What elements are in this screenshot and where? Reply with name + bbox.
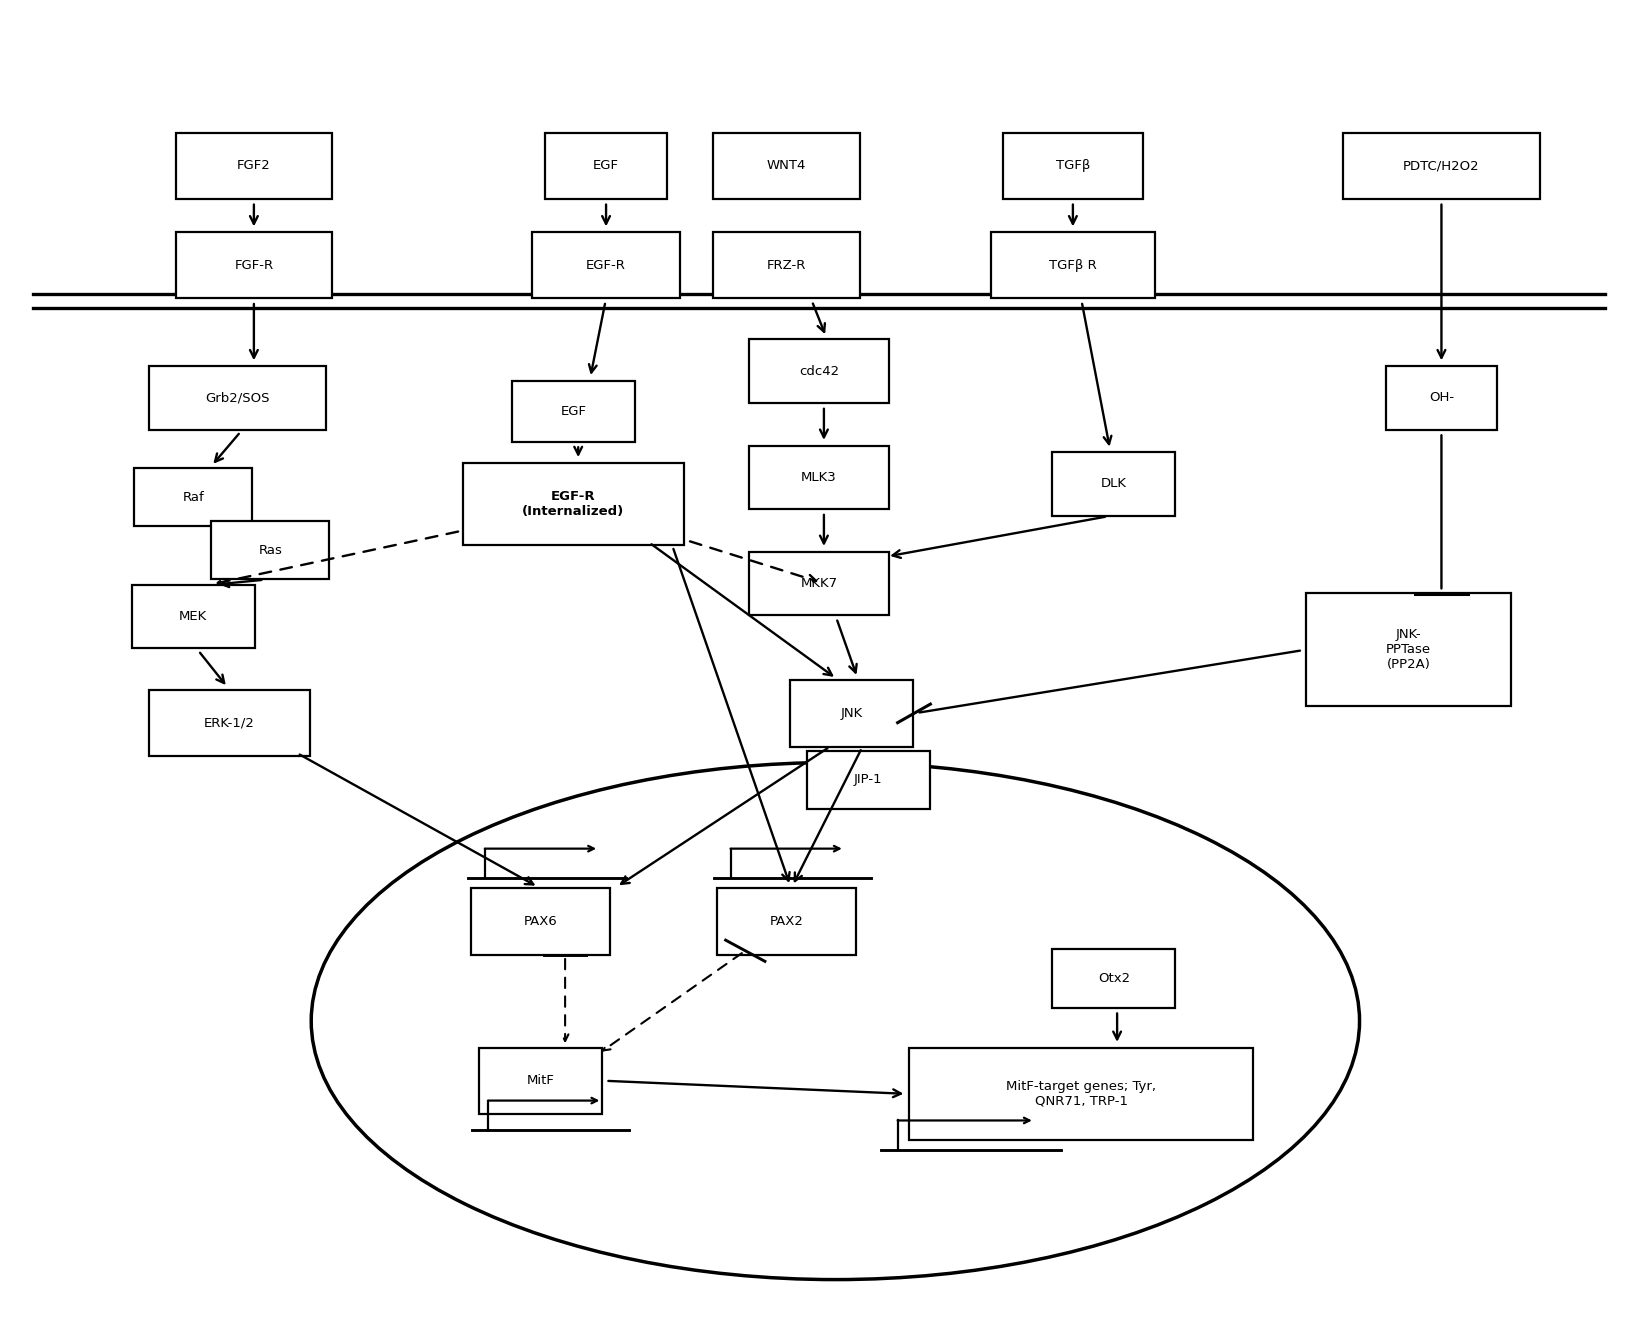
FancyBboxPatch shape (1053, 949, 1176, 1008)
Text: MitF-target genes; Tyr,
QNR71, TRP-1: MitF-target genes; Tyr, QNR71, TRP-1 (1006, 1079, 1156, 1109)
Text: PDTC/H2O2: PDTC/H2O2 (1404, 159, 1479, 172)
FancyBboxPatch shape (462, 463, 685, 545)
Text: PAX2: PAX2 (770, 915, 803, 928)
Text: EGF: EGF (560, 404, 586, 418)
Text: FRZ-R: FRZ-R (767, 259, 806, 272)
Text: MEK: MEK (179, 610, 208, 623)
Text: JIP-1: JIP-1 (853, 773, 883, 786)
Text: MitF: MitF (526, 1074, 555, 1087)
FancyBboxPatch shape (472, 888, 611, 955)
Text: EGF-R
(Internalized): EGF-R (Internalized) (523, 489, 624, 518)
FancyBboxPatch shape (532, 232, 680, 298)
FancyBboxPatch shape (134, 468, 252, 526)
FancyBboxPatch shape (211, 521, 329, 579)
Text: MKK7: MKK7 (801, 577, 837, 590)
Text: EGF: EGF (593, 159, 619, 172)
Text: OH-: OH- (1428, 391, 1455, 404)
FancyBboxPatch shape (1053, 452, 1176, 516)
Text: DLK: DLK (1101, 477, 1127, 491)
Text: WNT4: WNT4 (767, 159, 806, 172)
FancyBboxPatch shape (1307, 594, 1510, 705)
FancyBboxPatch shape (713, 232, 860, 298)
FancyBboxPatch shape (177, 232, 333, 298)
Text: Grb2/SOS: Grb2/SOS (205, 391, 270, 404)
Text: Raf: Raf (182, 491, 205, 504)
FancyBboxPatch shape (480, 1048, 603, 1114)
FancyBboxPatch shape (806, 751, 930, 809)
Text: MLK3: MLK3 (801, 471, 837, 484)
FancyBboxPatch shape (177, 133, 333, 199)
FancyBboxPatch shape (544, 133, 668, 199)
FancyBboxPatch shape (1386, 366, 1497, 430)
Text: TGFβ: TGFβ (1057, 159, 1089, 172)
Text: ERK-1/2: ERK-1/2 (203, 716, 256, 729)
Text: Ras: Ras (259, 544, 282, 557)
Text: FGF2: FGF2 (238, 159, 270, 172)
FancyBboxPatch shape (1002, 133, 1143, 199)
Text: FGF-R: FGF-R (234, 259, 274, 272)
Text: JNK-
PPTase
(PP2A): JNK- PPTase (PP2A) (1386, 629, 1432, 671)
FancyBboxPatch shape (1343, 133, 1540, 199)
FancyBboxPatch shape (149, 690, 310, 756)
FancyBboxPatch shape (149, 366, 326, 430)
Text: TGFβ R: TGFβ R (1048, 259, 1097, 272)
FancyBboxPatch shape (750, 339, 888, 403)
FancyBboxPatch shape (131, 585, 254, 648)
Text: JNK: JNK (840, 707, 863, 720)
FancyBboxPatch shape (713, 133, 860, 199)
FancyBboxPatch shape (909, 1048, 1253, 1140)
FancyBboxPatch shape (717, 888, 855, 955)
FancyBboxPatch shape (991, 232, 1155, 298)
Text: EGF-R: EGF-R (586, 259, 626, 272)
Text: Otx2: Otx2 (1097, 972, 1130, 985)
Text: cdc42: cdc42 (799, 365, 839, 378)
Text: PAX6: PAX6 (524, 915, 557, 928)
FancyBboxPatch shape (750, 552, 888, 615)
FancyBboxPatch shape (750, 446, 888, 509)
FancyBboxPatch shape (791, 680, 914, 747)
FancyBboxPatch shape (511, 381, 636, 442)
